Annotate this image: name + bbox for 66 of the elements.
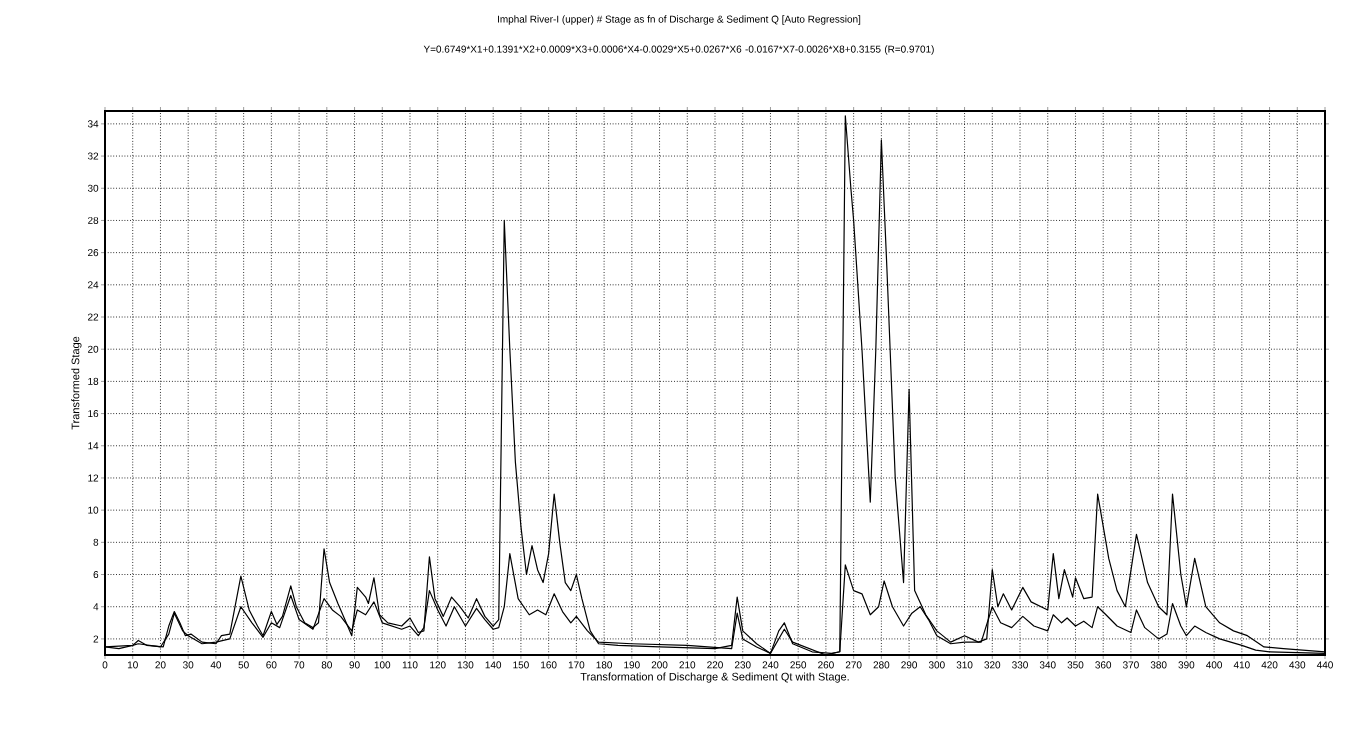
x-tick-label: 430 — [1289, 661, 1306, 669]
x-tick-label: 70 — [294, 661, 305, 669]
x-tick-label: 290 — [901, 661, 918, 669]
x-tick-label: 160 — [541, 661, 557, 669]
y-tick-label: 18 — [88, 377, 99, 385]
y-tick-label: 34 — [87, 120, 99, 128]
y-tick-label: 8 — [93, 538, 99, 546]
y-tick-label: 16 — [88, 410, 99, 418]
x-tick-label: 370 — [1122, 661, 1139, 669]
y-tick-label: 14 — [88, 442, 99, 450]
y-tick-label: 4 — [93, 603, 99, 611]
x-tick-label: 30 — [183, 661, 194, 669]
x-tick-label: 250 — [790, 661, 807, 669]
x-tick-label: 10 — [127, 661, 138, 669]
x-tick-label: 150 — [513, 661, 529, 669]
x-tick-label: 0 — [102, 661, 108, 669]
x-tick-label: 410 — [1233, 661, 1250, 669]
y-tick-label: 32 — [87, 152, 99, 160]
x-tick-label: 350 — [1067, 661, 1084, 669]
x-tick-label: 420 — [1261, 661, 1278, 669]
x-tick-label: 100 — [374, 661, 391, 669]
x-tick-label: 130 — [457, 661, 474, 669]
x-tick-label: 360 — [1095, 661, 1112, 669]
x-tick-label: 20 — [155, 661, 166, 669]
x-tick-label: 260 — [818, 661, 834, 669]
x-tick-label: 50 — [238, 661, 249, 669]
y-tick-label: 22 — [88, 313, 99, 321]
y-tick-label: 10 — [88, 506, 99, 514]
x-tick-label: 320 — [984, 661, 1001, 669]
x-tick-label: 140 — [485, 661, 502, 669]
x-tick-label: 80 — [321, 661, 332, 669]
x-tick-label: 120 — [430, 661, 446, 669]
x-tick-label: 190 — [624, 661, 640, 669]
y-axis-title: Transformed Stage — [71, 336, 82, 430]
x-tick-label: 40 — [210, 661, 222, 669]
x-tick-label: 300 — [928, 661, 945, 669]
x-tick-label: 110 — [402, 661, 418, 669]
x-tick-label: 340 — [1039, 661, 1056, 669]
x-tick-label: 400 — [1206, 661, 1223, 669]
x-tick-label: 230 — [734, 661, 751, 669]
x-tick-label: 270 — [845, 661, 862, 669]
x-tick-label: 90 — [349, 661, 360, 669]
chart-subtitle: Y=0.6749*X1+0.1391*X2+0.0009*X3+0.0006*X4-0.0029*X5+0.0267*X6 -0.0167*X7-0.0026*X8+0.3155 (R=0.9701) — [423, 45, 934, 55]
x-tick-label: 170 — [568, 661, 585, 669]
y-tick-label: 2 — [93, 635, 99, 643]
y-tick-label: 6 — [93, 570, 99, 579]
y-tick-label: 12 — [88, 474, 99, 482]
chart-title: Imphal River-I (upper) # Stage as fn of Discharge & Sediment Q [Auto Regression] — [498, 15, 861, 25]
y-tick-label: 30 — [87, 184, 99, 192]
x-tick-label: 380 — [1150, 661, 1167, 669]
y-tick-label: 26 — [88, 249, 99, 257]
x-tick-label: 440 — [1316, 661, 1333, 669]
y-tick-label: 20 — [88, 345, 99, 353]
x-tick-label: 390 — [1178, 661, 1195, 669]
x-tick-label: 330 — [1012, 661, 1028, 669]
y-tick-label: 24 — [88, 281, 99, 289]
y-tick-label: 28 — [88, 216, 99, 224]
x-tick-label: 210 — [679, 661, 696, 669]
x-tick-label: 180 — [596, 661, 613, 669]
x-tick-label: 220 — [707, 661, 723, 669]
x-tick-label: 240 — [762, 661, 779, 669]
x-tick-label: 310 — [956, 661, 973, 669]
x-tick-label: 280 — [873, 661, 890, 669]
x-axis-title: Transformation of Discharge & Sediment Qt with Stage. — [580, 672, 849, 683]
x-tick-label: 60 — [266, 661, 277, 669]
x-tick-label: 200 — [651, 661, 668, 669]
